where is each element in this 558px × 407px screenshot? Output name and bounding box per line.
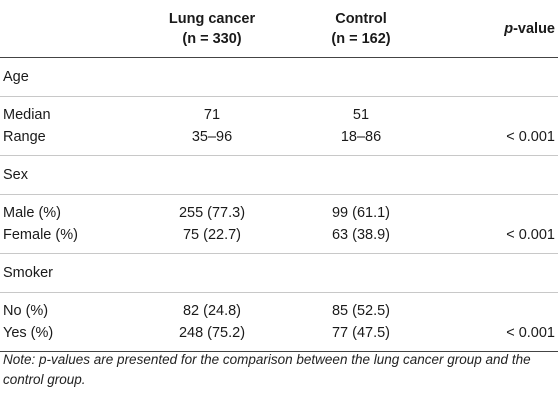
control-value: 63 (38.9)	[286, 224, 436, 254]
control-value: 85 (52.5)	[331, 303, 391, 319]
lung-cancer-value: 248 (75.2)	[138, 322, 286, 352]
header-lung-cancer-n: (n = 330)	[182, 30, 242, 47]
lung-cancer-value: 71	[203, 107, 221, 123]
row-label: Median	[3, 107, 51, 123]
control-value: 18–86	[286, 126, 436, 156]
header-p-suffix: -value	[513, 20, 555, 37]
p-value	[436, 97, 558, 127]
control-value: 99 (61.1)	[331, 205, 391, 221]
p-value	[436, 195, 558, 225]
group-row-sex: Sex	[0, 155, 558, 195]
header-empty	[0, 0, 138, 58]
group-row-smoker: Smoker	[0, 253, 558, 293]
header-p-letter: p	[504, 20, 514, 37]
header-p-value: p-value	[436, 0, 558, 58]
row-label: Female (%)	[0, 224, 138, 254]
group-title: Smoker	[0, 253, 558, 293]
group-row-age: Age	[0, 57, 558, 97]
table-row: Male (%) 255 (77.3) 99 (61.1)	[0, 195, 558, 225]
table-row: Female (%) 75 (22.7) 63 (38.9) < 0.001	[0, 224, 558, 254]
row-label: Range	[0, 126, 138, 156]
row-label: Male (%)	[3, 205, 62, 221]
lung-cancer-value: 35–96	[138, 126, 286, 156]
lung-cancer-value: 75 (22.7)	[138, 224, 286, 254]
header-control: Control (n = 162)	[286, 0, 436, 58]
group-title: Sex	[0, 155, 558, 195]
group-title: Age	[0, 57, 558, 97]
control-value: 77 (47.5)	[286, 322, 436, 352]
table-row: Yes (%) 248 (75.2) 77 (47.5) < 0.001	[0, 322, 558, 352]
table-row: Median 71 51	[0, 97, 558, 127]
header-lung-cancer: Lung cancer (n = 330)	[138, 0, 286, 58]
lung-cancer-value: 255 (77.3)	[178, 205, 246, 221]
p-value: < 0.001	[436, 224, 558, 254]
p-value	[436, 293, 558, 323]
table-note: Note: p-values are presented for the com…	[3, 352, 531, 387]
header-lung-cancer-title: Lung cancer	[168, 10, 256, 27]
demographics-table: Lung cancer (n = 330) Control (n = 162) …	[0, 0, 558, 352]
header-control-n: (n = 162)	[331, 30, 391, 47]
header-control-title: Control	[335, 10, 387, 27]
row-label: Yes (%)	[0, 322, 138, 352]
header-row: Lung cancer (n = 330) Control (n = 162) …	[0, 0, 558, 58]
lung-cancer-value: 82 (24.8)	[182, 303, 242, 319]
p-value: < 0.001	[436, 126, 558, 156]
table-row: No (%) 82 (24.8) 85 (52.5)	[0, 293, 558, 323]
row-label: No (%)	[3, 303, 49, 319]
table-row: Range 35–96 18–86 < 0.001	[0, 126, 558, 156]
p-value: < 0.001	[436, 322, 558, 352]
control-value: 51	[352, 107, 370, 123]
